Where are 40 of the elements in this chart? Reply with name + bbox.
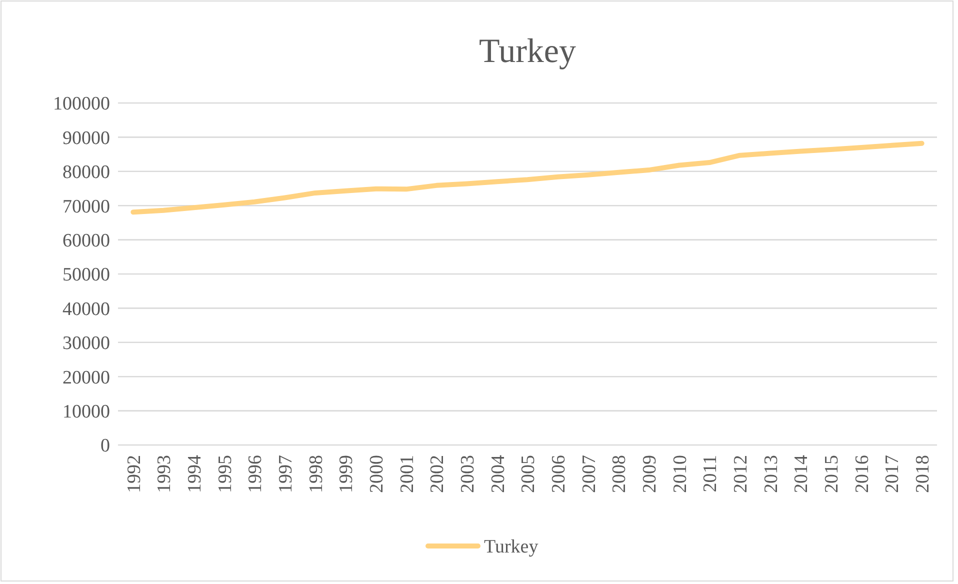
y-tick-label: 70000 — [62, 196, 110, 218]
x-tick-label: 2018 — [912, 455, 934, 493]
x-tick-label: 2004 — [488, 454, 509, 493]
x-tick-label: 2002 — [427, 455, 448, 493]
y-tick-label: 80000 — [62, 162, 110, 184]
x-tick-label: 1998 — [306, 455, 327, 493]
x-tick-label: 2008 — [609, 455, 630, 493]
x-tick-label: 2003 — [457, 455, 478, 493]
x-tick-label: 2000 — [366, 455, 388, 493]
x-tick-label: 2007 — [578, 455, 600, 493]
x-tick-label: 2012 — [730, 455, 752, 493]
y-tick-label: 0 — [100, 436, 110, 457]
y-tick-label: 30000 — [62, 333, 110, 354]
y-tick-label: 60000 — [62, 230, 110, 252]
x-tick-label: 1995 — [214, 455, 236, 493]
x-tick-label: 2010 — [670, 455, 691, 493]
legend-label: Turkey — [484, 536, 539, 558]
x-tick-label: 2013 — [760, 455, 782, 493]
x-tick-label: 2006 — [548, 455, 570, 493]
y-tick-label: 50000 — [62, 264, 110, 286]
x-tick-label: 2016 — [852, 455, 873, 493]
chart-title: Turkey — [479, 33, 576, 70]
x-tick-label: 2014 — [791, 454, 812, 493]
x-tick-label: 2009 — [639, 455, 660, 493]
y-tick-label: 20000 — [62, 367, 110, 388]
x-tick-label: 1992 — [124, 455, 145, 493]
x-tick-label: 1999 — [336, 455, 358, 493]
x-tick-label: 1993 — [154, 455, 176, 493]
x-tick-label: 1996 — [245, 455, 266, 493]
x-tick-label: 2017 — [882, 455, 904, 493]
y-tick-label: 90000 — [62, 128, 110, 149]
x-tick-label: 2015 — [821, 455, 842, 493]
x-tick-label: 2005 — [518, 455, 540, 493]
y-tick-label: 10000 — [62, 401, 110, 422]
y-tick-label: 100000 — [53, 94, 110, 115]
x-tick-label: 2001 — [396, 455, 418, 493]
x-tick-label: 2011 — [700, 455, 722, 492]
x-tick-label: 1997 — [275, 455, 296, 493]
y-tick-label: 40000 — [62, 298, 110, 320]
x-tick-label: 1994 — [184, 454, 206, 493]
